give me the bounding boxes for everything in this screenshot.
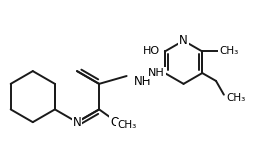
Text: N: N <box>73 116 81 129</box>
Text: NH: NH <box>134 75 151 88</box>
Text: CH₃: CH₃ <box>227 93 246 103</box>
Text: CH₃: CH₃ <box>117 120 136 130</box>
Text: N: N <box>179 34 188 47</box>
Text: CH₃: CH₃ <box>219 47 238 56</box>
Text: O: O <box>110 116 119 129</box>
Text: NH: NH <box>148 68 165 78</box>
Text: HO: HO <box>143 47 160 56</box>
